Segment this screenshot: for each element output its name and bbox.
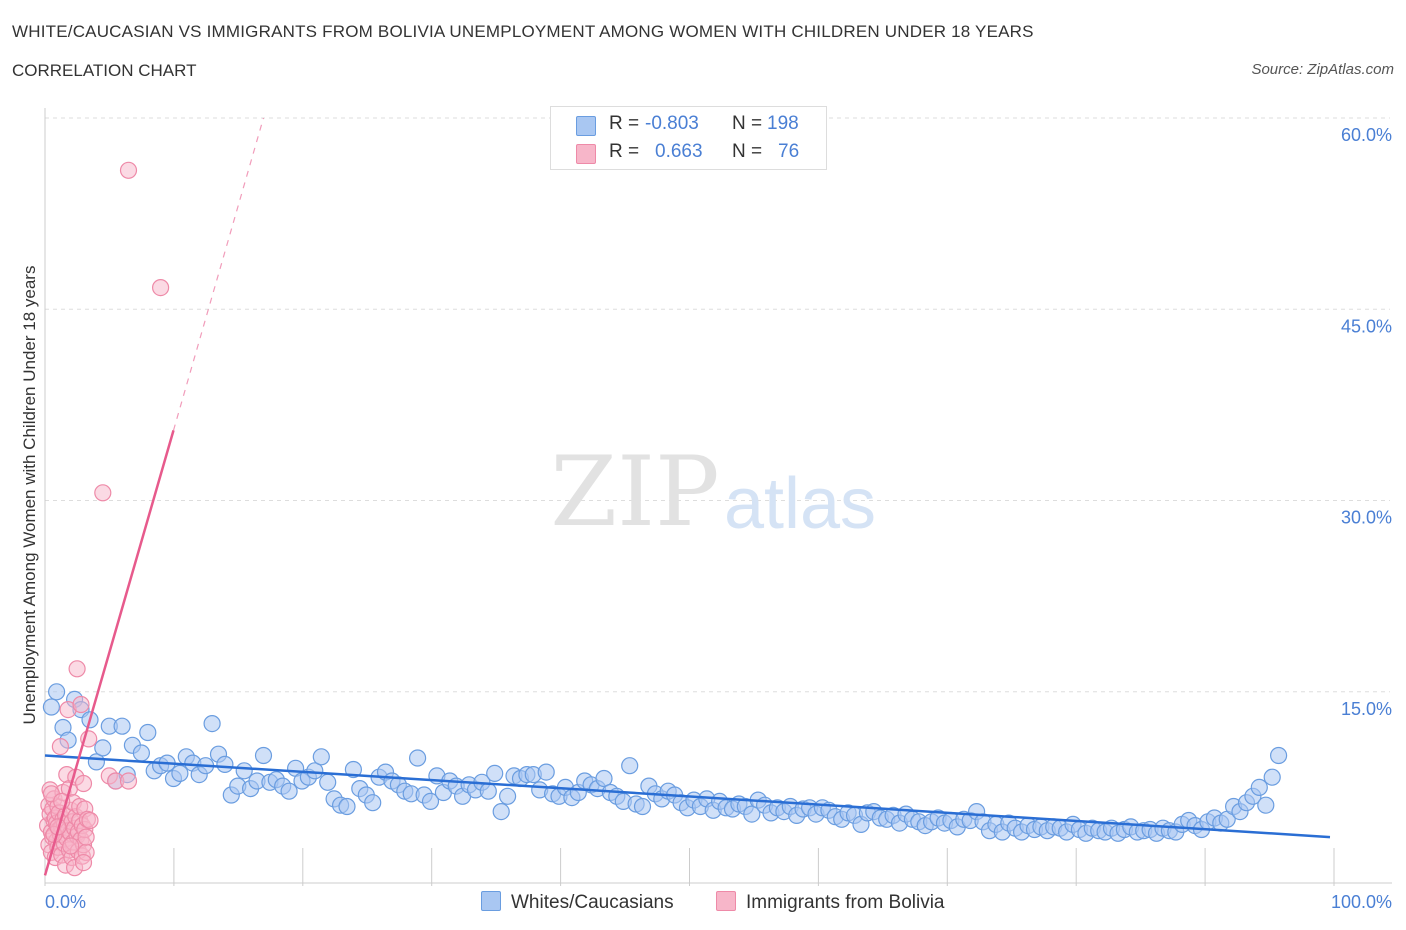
chart-title: WHITE/CAUCASIAN VS IMMIGRANTS FROM BOLIV… [12,22,1034,41]
scatter-point-bolivia [77,828,95,846]
bottom-legend-label: Whites/Caucasians [511,892,674,913]
legend-swatch-blue [576,116,596,136]
scatter-point-bolivia [74,774,93,793]
y-tick-label: 30.0% [1341,508,1392,528]
legend-r-label: R = [609,141,640,162]
legend-n-label: N = [732,141,763,162]
x-tick-label-left: 0.0% [45,892,86,912]
correlation-legend: R = -0.803 N = 198 R = 0.663 N = 76 [550,106,827,170]
scatter-point-whites [312,748,330,766]
trendline-bolivia [43,430,175,876]
scatter-point-whites [633,797,652,816]
chart-subtitle: CORRELATION CHART [12,61,197,80]
watermark-atlas: atlas [724,464,876,544]
scatter-point-whites [479,782,497,800]
scatter-point-whites [743,805,761,823]
y-tick-label: 60.0% [1341,125,1392,145]
legend-row-bolivia: R = 0.663 N = 76 [551,141,826,165]
scatter-point-whites [492,802,510,821]
scatter-point-whites [409,749,427,767]
legend-swatch-pink [576,144,596,164]
scatter-point-whites [216,755,234,774]
bottom-legend-label: Immigrants from Bolivia [746,892,945,913]
scatter-point-whites [595,769,613,788]
scatter-point-whites [1257,796,1275,814]
legend-n-label: N = [732,113,763,134]
bottom-legend-whites: Whites/Caucasians [481,891,674,914]
scatter-point-whites [280,782,298,800]
tick-label-layer: 15.0% 30.0% 45.0% 60.0% 0.0% 100.0% [45,125,1392,912]
scatter-point-whites [621,757,639,775]
scatter-point-whites [47,683,66,701]
scatter-point-whites [499,787,517,805]
watermark-zip: ZIP [550,436,719,548]
grid-layer [45,117,1390,693]
scatter-point-whites [338,797,356,816]
scatter-point-bolivia [94,484,112,502]
legend-r-value: 0.663 [655,141,703,162]
trendline-bolivia-extension [172,117,265,431]
scatter-point-bolivia [119,161,138,179]
scatter-point-whites [203,714,221,733]
series-whites-points [42,683,1288,842]
scatter-point-whites [306,762,324,780]
legend-r-label: R = [609,113,640,134]
scatter-point-whites [537,763,555,781]
scatter-point-whites [421,792,440,811]
scatter-point-whites [132,744,150,762]
scatter-point-bolivia [72,695,90,714]
scatter-point-whites [94,739,112,757]
scatter-point-whites [344,760,362,779]
scatter-point-whites [171,764,189,783]
scatter-point-whites [1269,746,1288,765]
trend-layer [43,117,1331,876]
scatter-point-whites [113,717,131,735]
source-label: Source: ZipAtlas.com [1251,61,1394,78]
legend-row-whites: R = -0.803 N = 198 [551,113,826,137]
bottom-legend-swatch-blue [481,891,501,911]
y-axis-label: Unemployment Among Women with Children U… [20,265,39,725]
scatter-point-whites [1250,778,1268,797]
scatter-point-bolivia [62,837,80,855]
bottom-legend-swatch-pink [716,891,736,911]
scatter-point-whites [364,794,382,812]
trendline-whites [44,754,1331,839]
x-tick-label-right: 100.0% [1331,892,1392,912]
axis-layer [44,108,1392,886]
scatter-point-whites [254,746,273,765]
legend-n-value: 198 [767,113,799,134]
bottom-legend-bolivia: Immigrants from Bolivia [716,891,945,914]
y-tick-label: 45.0% [1341,316,1392,336]
series-bolivia-points [38,161,170,877]
scatter-point-bolivia [152,279,170,297]
scatter-point-bolivia [51,737,70,756]
scatter-point-whites [42,698,61,716]
scatter-point-bolivia [81,811,99,830]
scatter-point-bolivia [119,772,138,790]
y-tick-label: 15.0% [1341,699,1392,719]
legend-n-value: 76 [778,141,800,162]
scatter-point-bolivia [68,660,86,678]
legend-r-value: -0.803 [645,113,699,134]
scatter-point-whites [139,723,157,742]
scatter-point-bolivia [74,853,93,872]
scatter-point-whites [319,773,337,791]
scatter-point-whites [1263,768,1281,786]
scatter-point-whites [486,764,504,783]
